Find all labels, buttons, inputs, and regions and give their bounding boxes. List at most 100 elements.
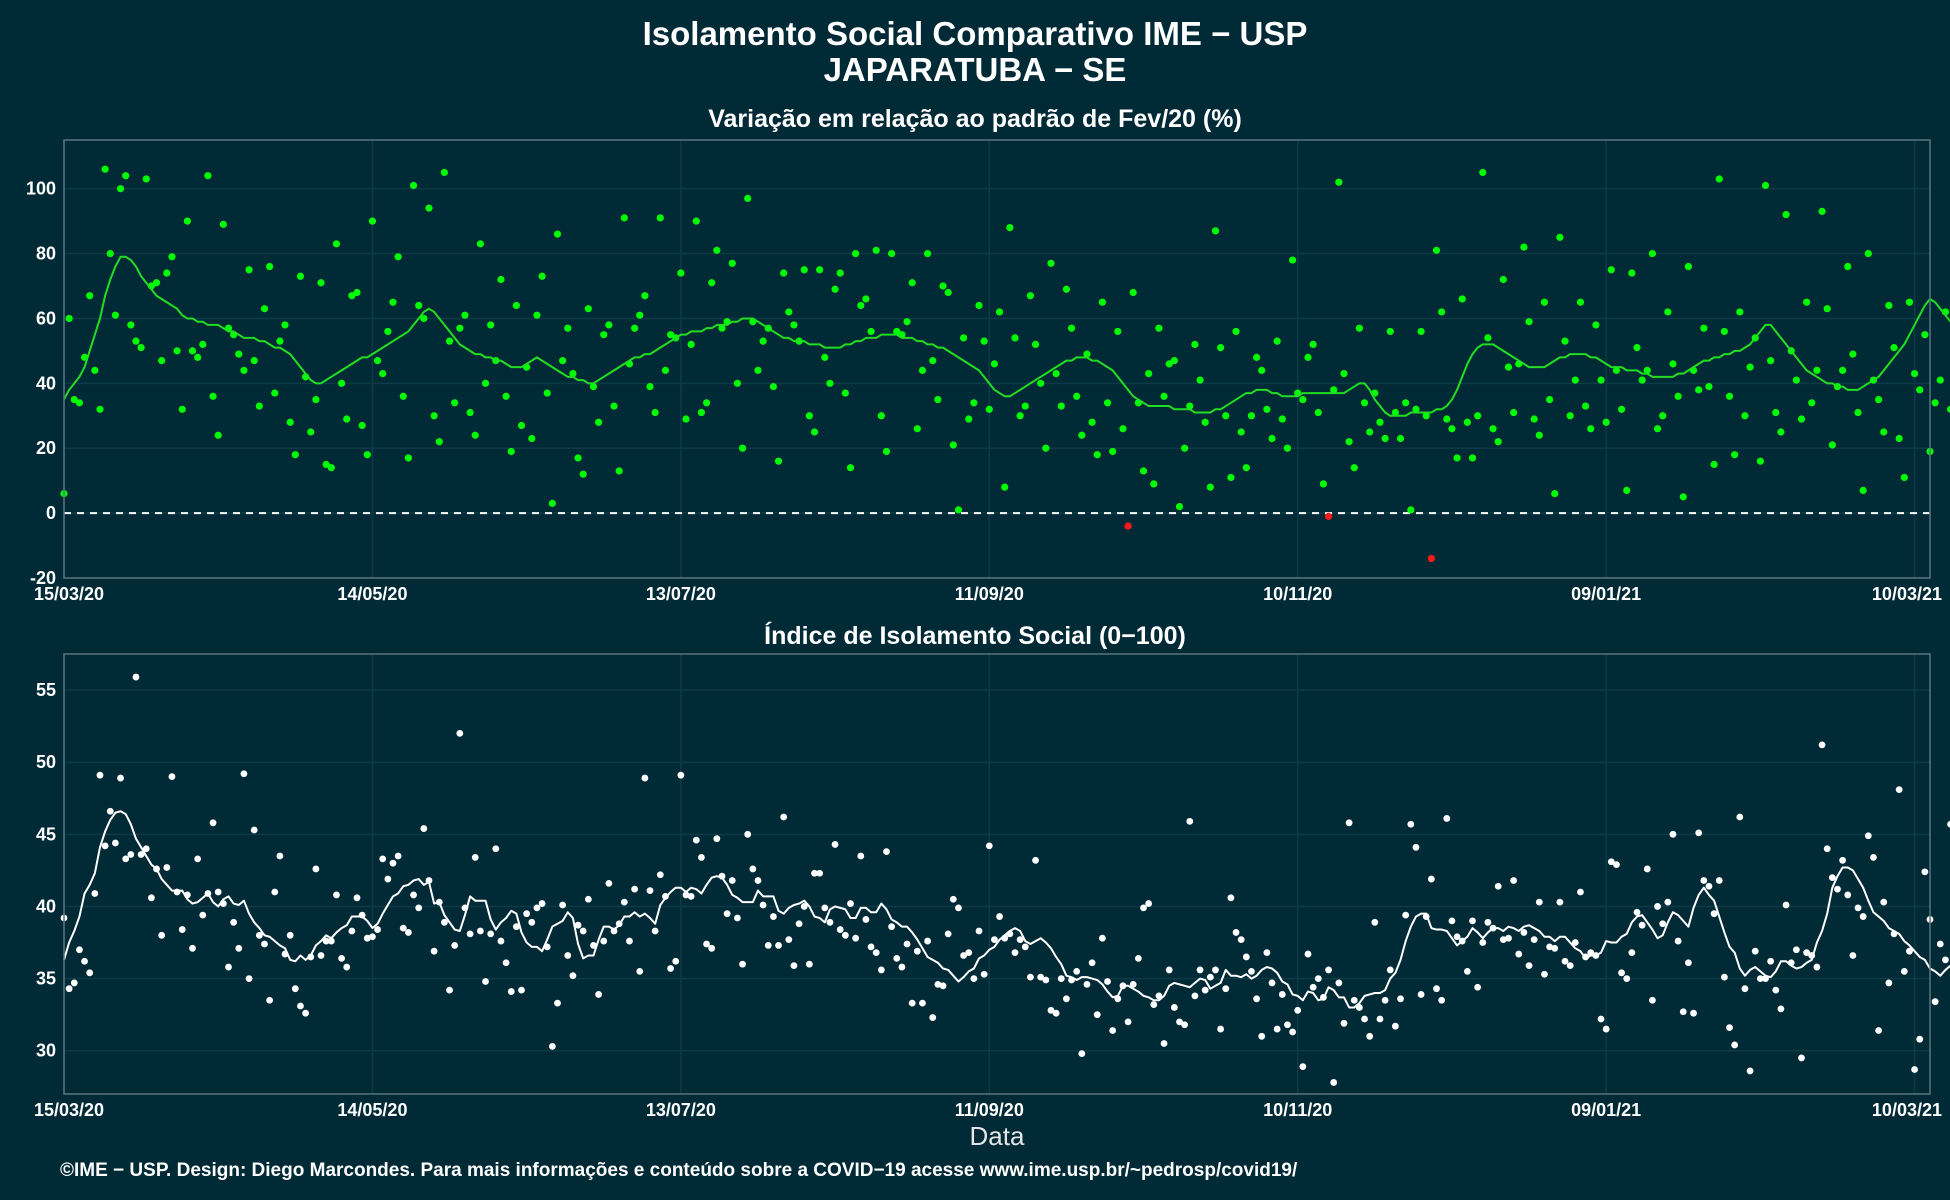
data-point (785, 936, 793, 944)
data-point (348, 292, 356, 300)
data-point (199, 340, 207, 348)
data-point (199, 911, 207, 919)
data-point (1134, 954, 1142, 962)
data-point (1165, 966, 1173, 974)
data-point (769, 382, 777, 391)
data-point (1911, 1066, 1918, 1073)
data-point (1175, 503, 1184, 511)
data-point (764, 942, 772, 949)
data-point (348, 927, 356, 935)
data-point (75, 399, 84, 407)
data-point (698, 854, 705, 861)
data-point (600, 331, 608, 339)
data-point (677, 269, 685, 277)
data-point (841, 931, 849, 939)
x-tick-label: 14/05/20 (337, 584, 407, 604)
data-point (995, 308, 1004, 316)
data-point (1864, 249, 1872, 258)
data-point (1710, 460, 1718, 469)
data-point (1946, 405, 1950, 413)
data-point (960, 952, 967, 959)
data-point (1685, 959, 1692, 967)
data-point (1828, 441, 1836, 449)
data-point (847, 900, 854, 907)
panel-index-axis-labels: 30 35 40 45 50 55 15/03/20 14/05/20 13/07/20 11/0… (34, 680, 1942, 1120)
data-point (1592, 321, 1600, 329)
data-point (1314, 975, 1322, 982)
data-point (816, 266, 824, 274)
data-point (1643, 865, 1651, 873)
data-point (1875, 395, 1883, 404)
data-point (276, 337, 284, 345)
data-point (1098, 934, 1106, 942)
data-point (1191, 340, 1199, 348)
data-point (1443, 415, 1451, 423)
data-point (1638, 376, 1646, 384)
data-point (1900, 967, 1908, 975)
data-point (1355, 324, 1363, 332)
x-tick-label: 10/03/21 (1872, 1100, 1942, 1120)
data-point (1114, 327, 1122, 336)
data-point (1731, 1041, 1739, 1049)
data-point (656, 871, 664, 879)
data-point (533, 904, 541, 912)
data-point (1273, 1025, 1281, 1033)
data-point (1797, 415, 1806, 423)
data-point (1736, 813, 1744, 821)
data-point (1237, 936, 1245, 944)
data-point (168, 773, 176, 781)
data-point (461, 311, 469, 319)
data-point (1792, 376, 1800, 384)
data-point (1124, 1018, 1132, 1026)
data-point (1335, 979, 1343, 987)
data-point (564, 324, 572, 332)
footer-caption: ©IME − USP. Design: Diego Marcondes. Par… (60, 1160, 1298, 1181)
data-point (1103, 399, 1112, 407)
data-point (1160, 1040, 1168, 1047)
y-tick-label: 55 (36, 680, 56, 700)
data-point (1463, 418, 1471, 426)
data-point (651, 408, 659, 417)
data-point (147, 894, 155, 902)
data-point (1140, 904, 1147, 912)
data-point (441, 918, 448, 926)
data-point (1674, 937, 1682, 945)
data-point (826, 379, 834, 387)
data-point (1288, 256, 1297, 264)
data-point (168, 253, 176, 261)
data-point (420, 314, 428, 323)
data-point (1021, 402, 1029, 410)
data-point (1654, 903, 1661, 910)
data-point (713, 835, 721, 843)
data-point (554, 999, 561, 1007)
data-point (353, 288, 361, 297)
data-point (1679, 1008, 1687, 1016)
data-point (1032, 856, 1039, 864)
panel-variation-line (63, 255, 1950, 417)
data-point (1222, 412, 1230, 420)
data-point (1803, 949, 1811, 957)
x-tick-label: 10/03/21 (1872, 584, 1942, 604)
data-point (1145, 370, 1153, 378)
data-point (1859, 486, 1867, 494)
data-point (1885, 301, 1893, 310)
data-point (1623, 975, 1631, 982)
data-point (682, 415, 690, 423)
data-point (353, 894, 361, 902)
data-point (954, 506, 963, 514)
data-point (1217, 1025, 1225, 1033)
data-point (1083, 980, 1091, 988)
data-point (821, 904, 829, 912)
data-point (261, 940, 268, 948)
data-point (1212, 966, 1219, 974)
data-point (1309, 983, 1317, 991)
data-point (369, 933, 376, 941)
data-point (944, 288, 952, 297)
data-point (163, 864, 171, 871)
data-point (985, 405, 993, 413)
data-point (1484, 334, 1492, 342)
data-point (1150, 1001, 1158, 1008)
data-point (322, 937, 330, 945)
data-point (836, 926, 844, 933)
data-point (1217, 344, 1225, 352)
